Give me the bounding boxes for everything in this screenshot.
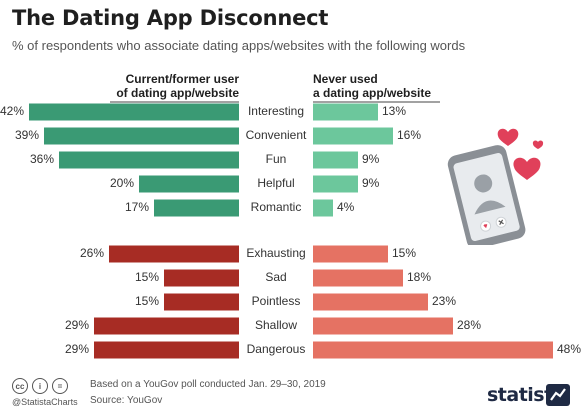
right-value-label: 15% — [392, 246, 416, 260]
license-icons: cc i = — [12, 378, 68, 394]
right-header-line: a dating app/website — [313, 86, 431, 100]
right-header-line: Never used — [313, 72, 378, 86]
left-value-label: 29% — [65, 342, 89, 356]
right-value-label: 48% — [557, 342, 581, 356]
right-bar — [313, 127, 393, 145]
poll-note: Based on a YouGov poll conducted Jan. 29… — [90, 379, 326, 390]
attribution-icon: i — [32, 378, 48, 394]
right-value-label: 23% — [432, 294, 456, 308]
right-value-label: 18% — [407, 270, 431, 284]
left-bar — [29, 103, 239, 121]
right-bar — [313, 103, 378, 121]
statista-logo-icon — [546, 384, 570, 406]
category-label: Helpful — [257, 176, 294, 190]
category-label: Romantic — [251, 200, 302, 214]
category-label: Convenient — [246, 128, 307, 142]
right-bar — [313, 199, 333, 217]
right-value-label: 13% — [382, 104, 406, 118]
left-bar — [164, 269, 239, 287]
left-bar — [94, 341, 239, 359]
left-bar — [154, 199, 239, 217]
no-derivatives-icon: = — [52, 378, 68, 394]
chart-subtitle: % of respondents who associate dating ap… — [12, 38, 466, 53]
right-value-label: 16% — [397, 128, 421, 142]
left-bar — [44, 127, 239, 145]
statista-logo: statista — [487, 384, 566, 406]
left-value-label: 36% — [30, 152, 54, 166]
right-value-label: 4% — [337, 200, 355, 214]
source-note: Source: YouGov — [90, 395, 163, 406]
category-label: Interesting — [248, 104, 304, 118]
left-value-label: 15% — [135, 294, 159, 308]
category-label: Exhausting — [246, 246, 305, 260]
right-bar — [313, 341, 553, 359]
right-value-label: 9% — [362, 152, 380, 166]
category-label: Dangerous — [247, 342, 306, 356]
chart-title: The Dating App Disconnect — [12, 6, 329, 30]
left-value-label: 39% — [15, 128, 39, 142]
left-value-label: 20% — [110, 176, 134, 190]
left-bar — [94, 317, 239, 335]
left-bar — [59, 151, 239, 169]
left-header-line: of dating app/website — [116, 86, 239, 100]
left-header-line: Current/former user — [126, 72, 240, 86]
right-bar — [313, 317, 453, 335]
right-bar — [313, 175, 358, 193]
right-bar — [313, 245, 388, 263]
left-bar — [164, 293, 239, 311]
left-bar — [109, 245, 239, 263]
left-value-label: 29% — [65, 318, 89, 332]
category-label: Shallow — [255, 318, 297, 332]
left-value-label: 26% — [80, 246, 104, 260]
category-label: Pointless — [252, 294, 301, 308]
right-bar — [313, 269, 403, 287]
left-value-label: 15% — [135, 270, 159, 284]
right-bar — [313, 151, 358, 169]
cc-icon: cc — [12, 378, 28, 394]
right-bar — [313, 293, 428, 311]
right-value-label: 9% — [362, 176, 380, 190]
left-value-label: 17% — [125, 200, 149, 214]
phone-illustration-icon — [447, 128, 544, 245]
category-label: Sad — [265, 270, 286, 284]
right-value-label: 28% — [457, 318, 481, 332]
left-bar — [139, 175, 239, 193]
left-value-label: 42% — [0, 104, 24, 118]
social-handle: @StatistaCharts — [12, 397, 78, 407]
category-label: Fun — [266, 152, 287, 166]
